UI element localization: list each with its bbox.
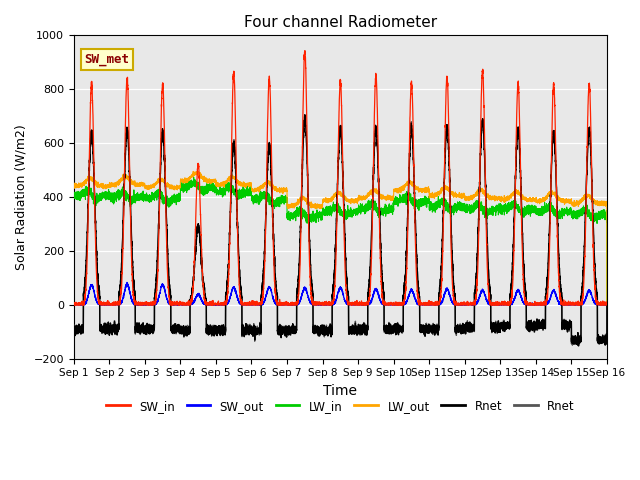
Y-axis label: Solar Radiation (W/m2): Solar Radiation (W/m2) [15,124,28,270]
Text: SW_met: SW_met [84,53,129,66]
Legend: SW_in, SW_out, LW_in, LW_out, Rnet, Rnet: SW_in, SW_out, LW_in, LW_out, Rnet, Rnet [101,395,579,417]
Title: Four channel Radiometer: Four channel Radiometer [244,15,437,30]
X-axis label: Time: Time [323,384,357,398]
